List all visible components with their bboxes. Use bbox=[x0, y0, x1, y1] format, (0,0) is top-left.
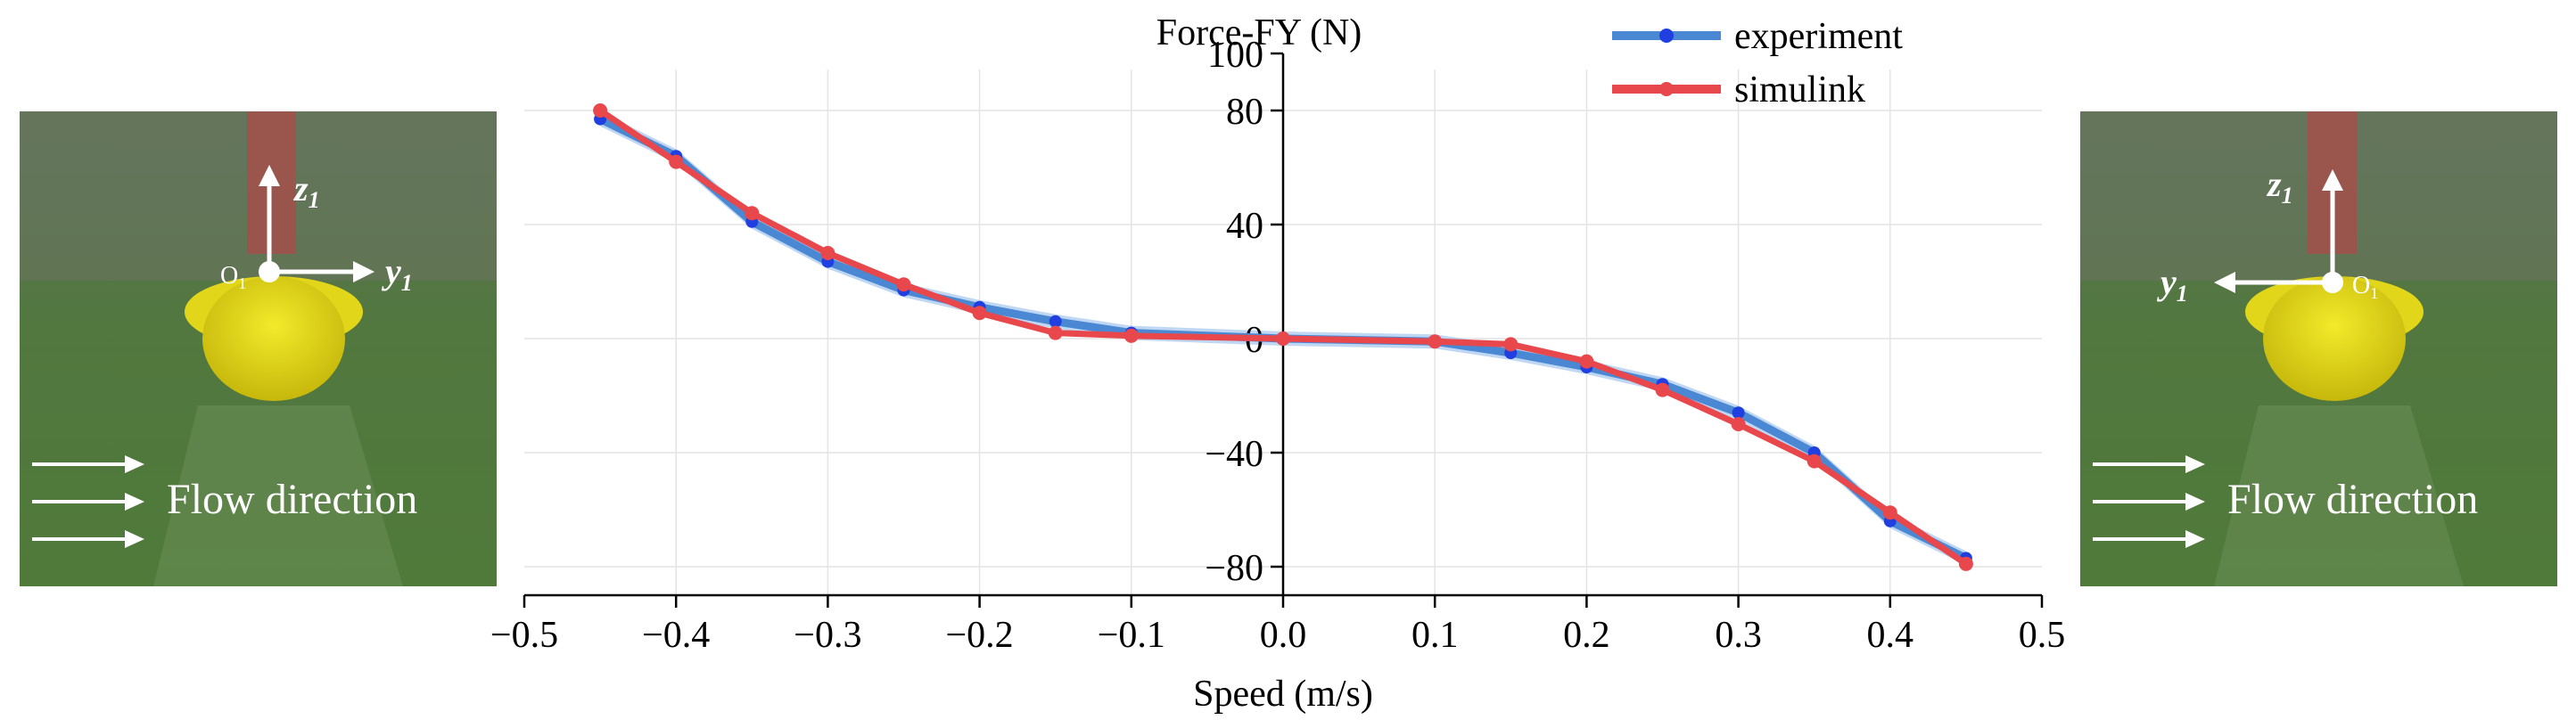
y-tick-label: −80 bbox=[1205, 548, 1263, 589]
flow-arrows bbox=[32, 455, 144, 548]
legend-simulink-marker bbox=[1659, 82, 1674, 96]
origin-label: O bbox=[2352, 272, 2370, 299]
origin-dot bbox=[259, 261, 280, 282]
origin-label: O bbox=[220, 262, 238, 290]
simulink-data-point bbox=[1579, 354, 1594, 369]
z-axis-label: z bbox=[292, 168, 309, 209]
series bbox=[593, 103, 1973, 571]
origin-subscript: 1 bbox=[238, 274, 246, 292]
x-tick-label: −0.5 bbox=[490, 615, 558, 656]
experiment-data-point bbox=[1732, 406, 1745, 420]
left-photo-drawing: z1 y1 O1 Flow direction bbox=[20, 111, 497, 586]
y-tick-label: 100 bbox=[1207, 35, 1263, 76]
arrow-right-icon bbox=[2185, 530, 2205, 548]
svg-text:O1: O1 bbox=[220, 262, 246, 292]
ticks: −0.5 −0.4 −0.3 −0.2 −0.1 0.0 0.1 0.2 0.3 0.4 0.5 10… bbox=[490, 35, 2065, 656]
arrow-right-icon bbox=[125, 455, 144, 473]
simulink-data-point bbox=[1882, 505, 1897, 520]
simulink-data-point bbox=[1958, 556, 1973, 571]
z-axis-label: z bbox=[2266, 164, 2282, 204]
simulink-data-point bbox=[896, 277, 911, 292]
y-tick-label: 80 bbox=[1226, 92, 1263, 133]
y-axis-label: y bbox=[382, 251, 401, 291]
yellow-hull bbox=[2263, 276, 2406, 401]
legend-simulink-label: simulink bbox=[1734, 70, 1865, 110]
flow-arrows bbox=[2093, 455, 2205, 548]
coordinate-frame: z1 y1 O1 bbox=[220, 165, 413, 296]
left-experiment-photo: z1 y1 O1 Flow direction bbox=[20, 111, 497, 586]
x-tick-label: 0.2 bbox=[1563, 615, 1610, 656]
x-tick-label: 0.0 bbox=[1260, 615, 1307, 656]
axes bbox=[524, 53, 2042, 597]
simulink-data-point bbox=[745, 206, 760, 221]
x-tick-label: 0.4 bbox=[1867, 615, 1914, 656]
flow-direction-label: Flow direction bbox=[2227, 476, 2478, 523]
y-axis-subscript: 1 bbox=[2177, 281, 2188, 307]
z-axis-subscript: 1 bbox=[2282, 183, 2293, 209]
arrow-right-icon bbox=[353, 261, 374, 282]
flow-direction-label: Flow direction bbox=[167, 476, 417, 523]
coordinate-frame: z1 y1 O1 bbox=[2157, 164, 2378, 307]
simulink-data-point bbox=[1806, 454, 1822, 469]
simulink-data-point bbox=[1655, 382, 1670, 397]
x-tick-label: −0.2 bbox=[946, 615, 1014, 656]
y-axis-label: y bbox=[2157, 262, 2177, 302]
right-experiment-photo: z1 y1 O1 Flow direction bbox=[2080, 111, 2557, 586]
simulink-data-point bbox=[1276, 331, 1290, 346]
simulink-data-point bbox=[1123, 328, 1139, 343]
legend: experiment simulink bbox=[1612, 16, 1903, 110]
svg-text:z1: z1 bbox=[2266, 164, 2293, 209]
arrow-right-icon bbox=[2185, 455, 2205, 473]
x-tick-label: 0.5 bbox=[2019, 615, 2066, 656]
svg-text:z1: z1 bbox=[292, 168, 320, 213]
experiment-data-point bbox=[1049, 315, 1062, 328]
x-tick-label: −0.4 bbox=[642, 615, 710, 656]
svg-text:O1: O1 bbox=[2352, 272, 2378, 302]
legend-experiment-marker bbox=[1659, 29, 1674, 43]
right-photo-drawing: z1 y1 O1 Flow direction bbox=[2080, 111, 2557, 586]
arrow-up-icon bbox=[259, 165, 280, 186]
y-tick-label: −40 bbox=[1205, 434, 1263, 475]
simulink-data-point bbox=[1428, 334, 1443, 349]
x-tick-label: −0.3 bbox=[794, 615, 861, 656]
arrow-right-icon bbox=[125, 493, 144, 511]
arrow-right-icon bbox=[2185, 493, 2205, 511]
x-tick-label: 0.1 bbox=[1411, 615, 1459, 656]
svg-text:y1: y1 bbox=[2157, 262, 2188, 307]
simulink-data-point bbox=[820, 246, 835, 260]
chart-title: Force-FY (N) bbox=[1156, 12, 1362, 53]
origin-dot bbox=[2322, 272, 2343, 293]
x-tick-label: −0.1 bbox=[1098, 615, 1165, 656]
x-tick-label: 0.3 bbox=[1715, 615, 1762, 656]
simulink-data-point bbox=[1048, 325, 1063, 340]
arrow-left-icon bbox=[2214, 272, 2235, 293]
arrow-up-icon bbox=[2322, 169, 2343, 191]
simulink-data-point bbox=[669, 154, 684, 169]
yellow-hull bbox=[202, 276, 345, 401]
simulink-data-point bbox=[593, 103, 608, 118]
y-tick-label: 40 bbox=[1226, 206, 1263, 247]
simulink-data-point bbox=[972, 306, 987, 321]
z-axis-subscript: 1 bbox=[309, 187, 320, 213]
legend-experiment-label: experiment bbox=[1734, 16, 1903, 57]
arrow-right-icon bbox=[125, 530, 144, 548]
x-axis-title: Speed (m/s) bbox=[1193, 674, 1373, 715]
simulink-data-point bbox=[1503, 337, 1518, 352]
svg-text:y1: y1 bbox=[382, 251, 413, 296]
y-axis-subscript: 1 bbox=[401, 270, 413, 296]
origin-subscript: 1 bbox=[2370, 284, 2378, 302]
simulink-data-point bbox=[1731, 417, 1746, 431]
